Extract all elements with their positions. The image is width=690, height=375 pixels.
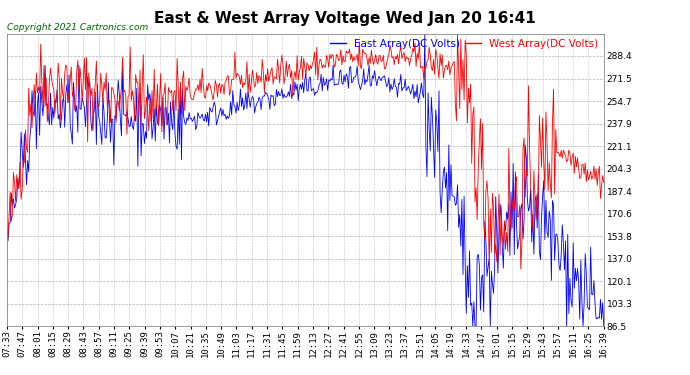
East Array(DC Volts)	[41, 63, 49, 68]
West Array(DC Volts)	[442, 63, 451, 68]
East Array(DC Volts)	[3, 225, 11, 230]
West Array(DC Volts)	[3, 229, 11, 234]
West Array(DC Volts)	[453, 33, 462, 37]
East Array(DC Volts)	[42, 103, 50, 107]
East Array(DC Volts)	[469, 324, 477, 328]
West Array(DC Volts)	[91, 81, 99, 86]
West Array(DC Volts)	[41, 104, 49, 109]
Legend: East Array(DC Volts), West Array(DC Volts): East Array(DC Volts), West Array(DC Volt…	[326, 35, 602, 53]
Line: West Array(DC Volts): West Array(DC Volts)	[7, 35, 604, 269]
East Array(DC Volts)	[421, 32, 429, 36]
East Array(DC Volts)	[600, 324, 608, 328]
West Array(DC Volts)	[517, 267, 525, 272]
East Array(DC Volts)	[444, 228, 452, 233]
East Array(DC Volts)	[168, 127, 177, 132]
West Array(DC Volts)	[168, 108, 177, 113]
Text: Copyright 2021 Cartronics.com: Copyright 2021 Cartronics.com	[7, 23, 148, 32]
West Array(DC Volts)	[42, 76, 50, 80]
Line: East Array(DC Volts): East Array(DC Volts)	[7, 34, 604, 326]
East Array(DC Volts)	[570, 286, 578, 291]
West Array(DC Volts)	[600, 180, 608, 185]
Text: East & West Array Voltage Wed Jan 20 16:41: East & West Array Voltage Wed Jan 20 16:…	[154, 11, 536, 26]
East Array(DC Volts)	[91, 90, 99, 94]
West Array(DC Volts)	[570, 171, 578, 176]
